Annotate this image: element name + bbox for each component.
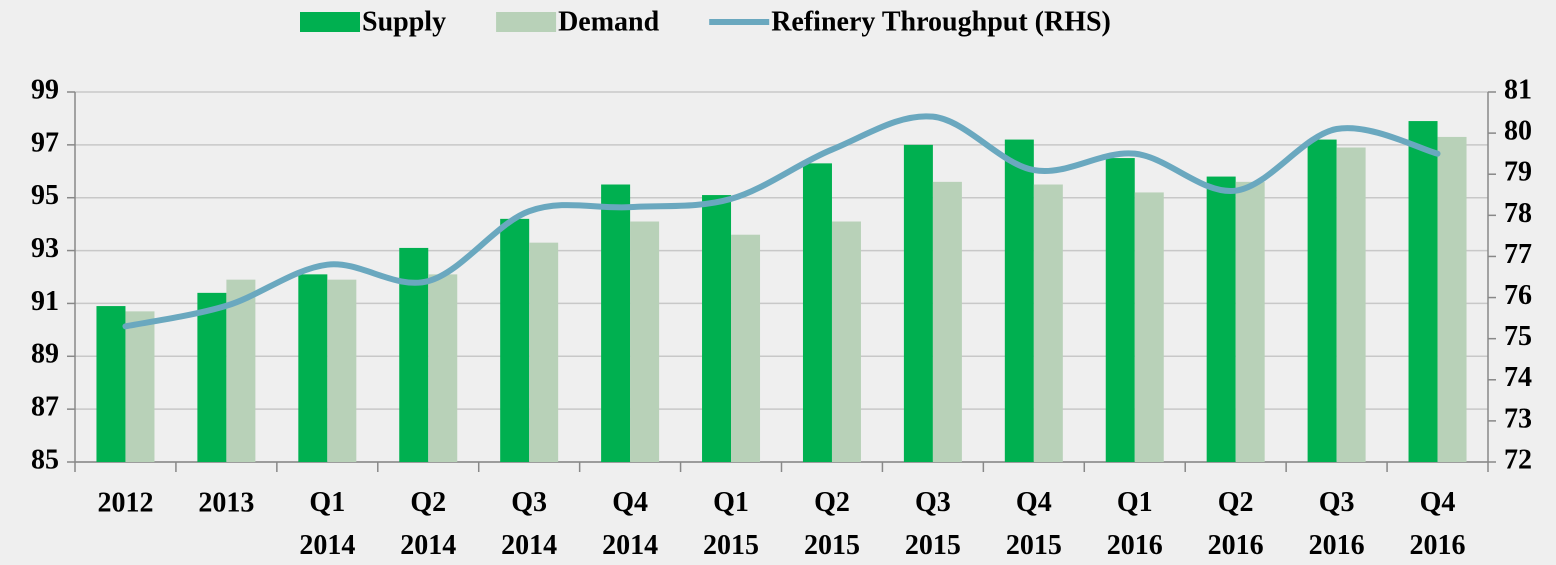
x-tick-label: Q1 2016 xyxy=(1107,487,1163,561)
y2-tick-label: 72 xyxy=(1504,444,1532,475)
bar xyxy=(327,279,357,462)
bar xyxy=(96,306,126,462)
legend-label: Supply xyxy=(362,6,446,37)
y-tick-label: 89 xyxy=(31,339,59,370)
bar xyxy=(1033,184,1063,462)
bar xyxy=(1134,192,1164,462)
x-tick-label: Q4 2016 xyxy=(1410,487,1466,561)
x-tick-label: Q4 2014 xyxy=(602,487,658,561)
bar xyxy=(731,234,761,462)
bar xyxy=(1336,147,1366,462)
bar xyxy=(1235,181,1265,462)
bar xyxy=(1437,136,1467,462)
y2-tick-label: 78 xyxy=(1504,198,1532,229)
line xyxy=(122,113,1441,330)
bar xyxy=(529,242,559,462)
bar xyxy=(1408,121,1438,463)
x-tick-label: Q2 2014 xyxy=(400,487,456,561)
x-tick-label: Q3 2014 xyxy=(501,487,557,561)
bar xyxy=(601,184,631,462)
x-tick-label: Q1 2014 xyxy=(299,487,355,561)
bar xyxy=(500,218,530,462)
bar xyxy=(1004,139,1034,463)
y-tick-label: 97 xyxy=(31,127,59,158)
y2-tick-label: 74 xyxy=(1504,362,1532,393)
bar xyxy=(197,292,227,462)
bar xyxy=(932,181,962,462)
bar xyxy=(125,311,155,462)
y2-tick-label: 77 xyxy=(1504,239,1532,270)
x-tick-label: 2013 xyxy=(198,487,254,518)
y2-tick-label: 81 xyxy=(1504,74,1532,105)
y2-tick-label: 80 xyxy=(1504,116,1532,147)
bar xyxy=(428,274,458,462)
x-tick-label: Q2 2015 xyxy=(804,487,860,561)
y-tick-label: 85 xyxy=(31,444,59,475)
y-tick-label: 87 xyxy=(31,392,59,423)
bar xyxy=(802,163,832,462)
bar xyxy=(298,274,328,462)
bar xyxy=(1307,139,1337,463)
y-tick-label: 99 xyxy=(31,74,59,105)
legend-swatch xyxy=(496,12,557,32)
legend-label: Refinery Throughput (RHS) xyxy=(771,6,1111,37)
bar xyxy=(903,144,933,462)
y-tick-label: 95 xyxy=(31,180,59,211)
y-tick-label: 91 xyxy=(31,286,59,317)
legend-label: Demand xyxy=(558,6,660,37)
y2-tick-label: 76 xyxy=(1504,280,1532,311)
y-tick-label: 93 xyxy=(31,233,59,264)
y2-tick-label: 73 xyxy=(1504,403,1532,434)
bar xyxy=(630,221,660,462)
y2-tick-label: 75 xyxy=(1504,321,1532,352)
x-tick-label: Q3 2015 xyxy=(905,487,961,561)
x-tick-label: Q1 2015 xyxy=(703,487,759,561)
x-tick-label: Q2 2016 xyxy=(1208,487,1264,561)
legend-swatch xyxy=(300,12,360,32)
x-tick-label: Q3 2016 xyxy=(1309,487,1365,561)
bar xyxy=(831,221,861,462)
x-tick-label: 2012 xyxy=(97,487,153,518)
bar xyxy=(1206,176,1236,463)
y2-tick-label: 79 xyxy=(1504,157,1532,188)
bar xyxy=(702,195,732,463)
bar xyxy=(226,279,256,462)
bar xyxy=(1105,158,1135,463)
x-tick-label: Q4 2015 xyxy=(1006,487,1062,561)
